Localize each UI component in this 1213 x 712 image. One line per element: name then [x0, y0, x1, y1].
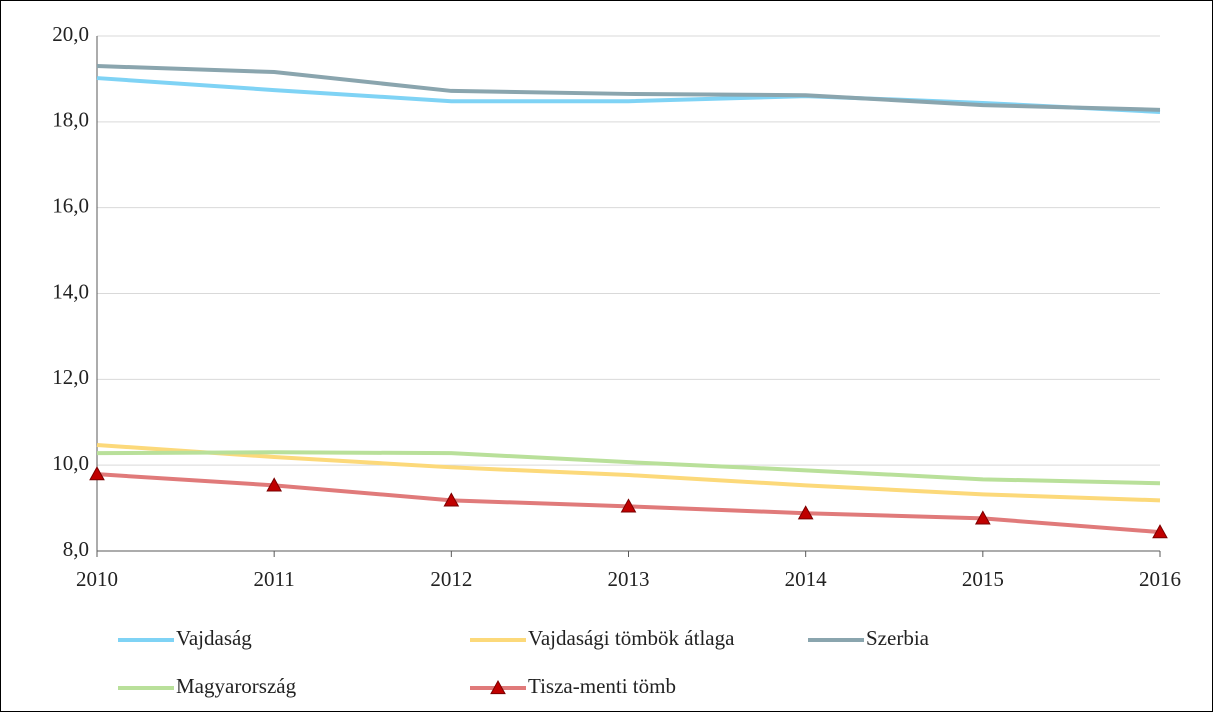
point-marker: [620, 498, 637, 513]
point-marker: [974, 510, 991, 525]
legend-label: Magyarország: [176, 674, 297, 698]
x-tick-label: 2014: [785, 567, 828, 591]
x-tick-label: 2015: [962, 567, 1004, 591]
y-tick-label: 10,0: [52, 451, 89, 475]
legend-label: Vajdasági tömbök átlaga: [528, 626, 735, 650]
y-tick-label: 8,0: [63, 537, 89, 561]
point-marker: [89, 466, 105, 481]
x-tick-label: 2010: [76, 567, 118, 591]
y-tick-label: 12,0: [52, 365, 89, 389]
series-line: [96, 450, 1161, 486]
legend-label: Vajdaság: [176, 626, 252, 650]
point-marker: [797, 505, 814, 520]
y-tick-label: 16,0: [52, 193, 89, 217]
point-marker: [266, 477, 283, 492]
series-line: [96, 64, 1161, 112]
y-tick-label: 18,0: [52, 108, 89, 132]
y-tick-label: 14,0: [52, 279, 89, 303]
series-line: [96, 443, 1161, 503]
x-tick-label: 2016: [1139, 567, 1181, 591]
legend-label: Tisza-menti tömb: [528, 674, 676, 698]
series-line: [96, 76, 1161, 114]
y-tick-label: 20,0: [52, 22, 89, 46]
x-tick-label: 2013: [608, 567, 650, 591]
x-tick-label: 2011: [254, 567, 295, 591]
point-marker: [443, 492, 460, 507]
x-tick-label: 2012: [430, 567, 472, 591]
legend-marker: [490, 679, 506, 695]
point-marker: [1152, 524, 1168, 539]
legend-label: Szerbia: [866, 626, 930, 650]
